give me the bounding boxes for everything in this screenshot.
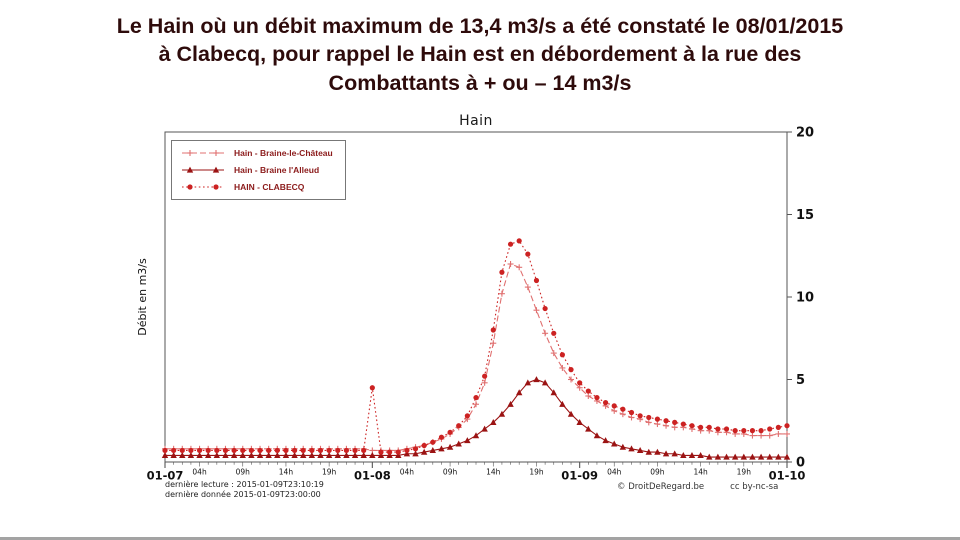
legend-label: Hain - Braine-le-Château [234, 148, 333, 158]
svg-text:04h: 04h [192, 468, 207, 477]
legend-label: HAIN - CLABECQ [234, 182, 305, 192]
svg-text:19h: 19h [529, 468, 544, 477]
svg-text:01-07: 01-07 [147, 469, 184, 483]
chart-credits: © DroitDeRegard.be cc by-nc-sa [617, 482, 778, 492]
legend-label: Hain - Braine l'Alleud [234, 165, 320, 175]
chart-footnotes: dernière lecture : 2015-01-09T23:10:19 d… [165, 480, 324, 501]
last-data-text: dernière donnée 2015-01-09T23:00:00 [165, 490, 321, 500]
svg-text:09h: 09h [443, 468, 458, 477]
title-line-3: Combattants à + ou – 14 m3/s [328, 70, 632, 95]
bottom-divider [0, 537, 960, 540]
legend-item-braine-l-alleud: Hain - Braine l'Alleud [180, 164, 333, 176]
chart-legend: Hain - Braine-le-Château Hain - Braine l… [171, 140, 346, 200]
title-line-1: Le Hain où un débit maximum de 13,4 m3/s… [116, 14, 844, 38]
license-text: cc by-nc-sa [730, 482, 779, 492]
svg-text:14h: 14h [693, 468, 708, 477]
svg-text:09h: 09h [650, 468, 665, 477]
y-axis-label: Débit en m3/s [136, 258, 149, 336]
last-reading-text: dernière lecture : 2015-01-09T23:10:19 [165, 480, 324, 489]
svg-text:19h: 19h [737, 468, 752, 477]
svg-text:09h: 09h [236, 468, 251, 477]
svg-text:0: 0 [796, 456, 805, 471]
svg-text:01-10: 01-10 [769, 469, 806, 483]
legend-sample-plus-icon [182, 150, 224, 156]
svg-text:01-08: 01-08 [354, 469, 391, 483]
svg-text:04h: 04h [400, 468, 415, 477]
svg-text:10: 10 [796, 291, 814, 306]
svg-text:14h: 14h [279, 468, 294, 477]
title-line-2: à Clabecq, pour rappel le Hain est en dé… [158, 42, 802, 67]
chart-title: Hain [459, 113, 493, 129]
svg-text:15: 15 [796, 208, 814, 223]
svg-text:20: 20 [796, 126, 814, 141]
legend-sample-triangle-icon [182, 166, 224, 173]
svg-text:14h: 14h [486, 468, 501, 477]
svg-text:04h: 04h [607, 468, 622, 477]
copyright-text: © DroitDeRegard.be [617, 482, 705, 492]
legend-sample-circle-icon [182, 184, 224, 190]
hain-flow-chart: Hain Débit en m3/s 01-07 01-08 01-09 01-10 0… [135, 113, 835, 516]
svg-text:01-09: 01-09 [561, 469, 598, 483]
slide-title: Le Hain où un débit maximum de 13,4 m3/s… [30, 12, 930, 97]
legend-item-clabecq: HAIN - CLABECQ [180, 181, 333, 193]
legend-item-braine-le-chateau: Hain - Braine-le-Château [180, 147, 333, 159]
svg-text:5: 5 [796, 373, 805, 388]
svg-text:19h: 19h [322, 468, 337, 477]
